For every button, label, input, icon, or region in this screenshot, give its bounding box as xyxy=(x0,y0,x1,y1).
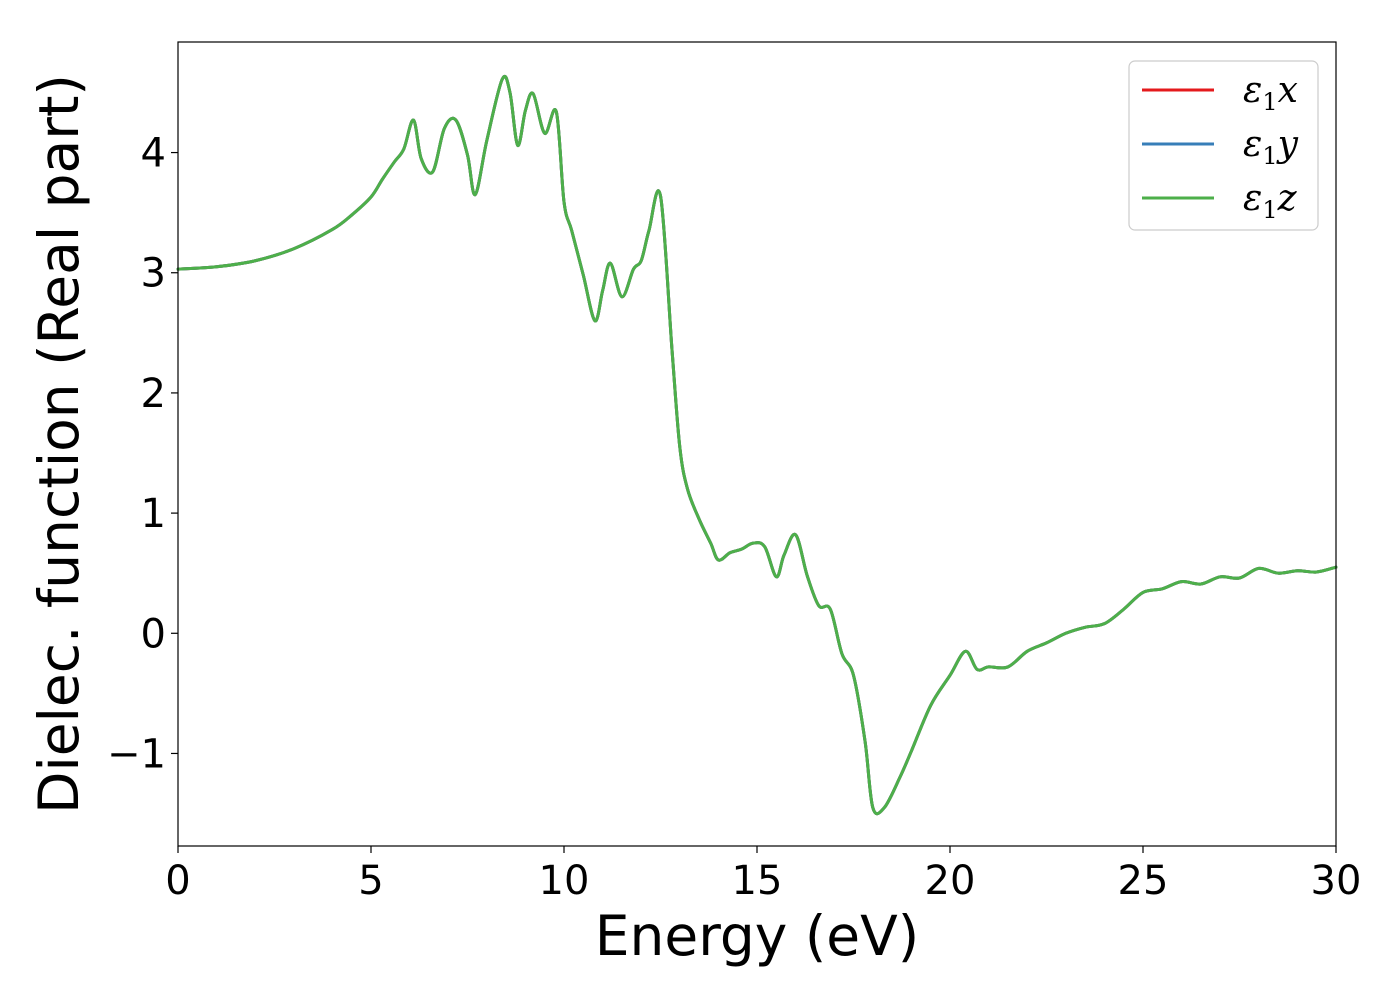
y-axis-title: Dielec. function (Real part) xyxy=(27,74,91,814)
y-tick-label: −1 xyxy=(107,731,166,777)
x-tick-label: 10 xyxy=(539,858,590,904)
y-tick-label: 1 xyxy=(141,491,166,537)
legend-label-x: ε1x xyxy=(1243,70,1298,116)
x-tick-label: 5 xyxy=(358,858,383,904)
x-tick-label: 25 xyxy=(1118,858,1169,904)
y-tick-label: 4 xyxy=(141,131,166,177)
x-axis: 0 5 10 15 20 25 30 xyxy=(165,846,1361,904)
legend-label-z: ε1z xyxy=(1243,178,1298,224)
series-line-z xyxy=(176,74,1338,816)
y-tick-label: 2 xyxy=(141,371,166,417)
y-tick-label: 0 xyxy=(141,611,166,657)
x-tick-label: 15 xyxy=(732,858,783,904)
x-tick-label: 30 xyxy=(1311,858,1362,904)
x-axis-title: Energy (eV) xyxy=(595,904,919,968)
legend-box xyxy=(1128,60,1319,231)
x-tick-label: 0 xyxy=(165,858,190,904)
series-layer xyxy=(176,74,1338,816)
legend-label-y: ε1y xyxy=(1243,124,1299,170)
legend: ε1x ε1y ε1z xyxy=(1128,60,1319,231)
x-tick-label: 20 xyxy=(925,858,976,904)
y-axis: −1 0 1 2 3 4 xyxy=(107,131,178,777)
y-tick-label: 3 xyxy=(141,251,166,297)
